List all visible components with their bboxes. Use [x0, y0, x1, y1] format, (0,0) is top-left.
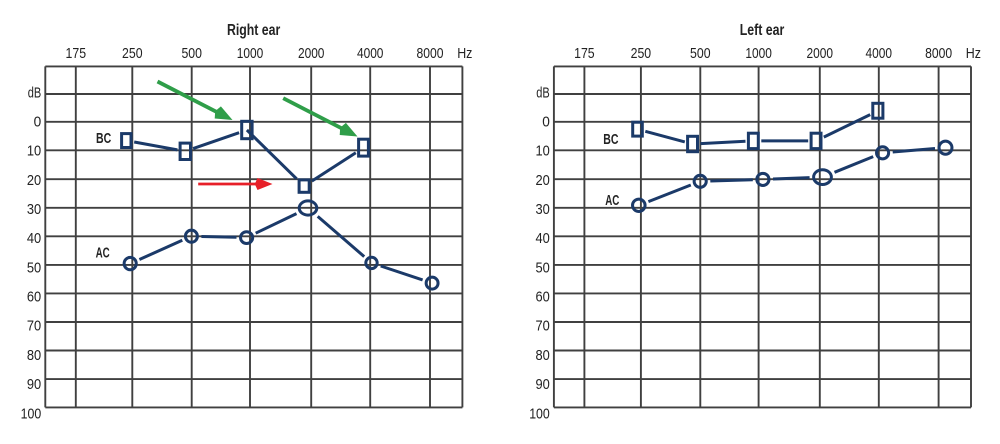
- svg-text:30: 30: [27, 201, 41, 218]
- svg-text:90: 90: [536, 376, 550, 393]
- svg-text:8000: 8000: [417, 45, 444, 62]
- svg-text:1000: 1000: [237, 45, 264, 62]
- svg-text:90: 90: [27, 376, 41, 393]
- svg-text:Hz: Hz: [457, 45, 472, 62]
- svg-text:0: 0: [34, 113, 42, 130]
- svg-text:250: 250: [122, 45, 143, 62]
- svg-text:2000: 2000: [298, 45, 325, 62]
- svg-text:40: 40: [536, 230, 550, 247]
- svg-text:2000: 2000: [807, 45, 834, 62]
- svg-text:500: 500: [181, 45, 202, 62]
- svg-text:10: 10: [27, 143, 41, 160]
- svg-text:80: 80: [536, 347, 550, 364]
- svg-text:0: 0: [542, 113, 550, 130]
- svg-text:70: 70: [27, 318, 41, 335]
- svg-text:50: 50: [27, 259, 41, 276]
- svg-text:10: 10: [536, 143, 550, 160]
- svg-text:250: 250: [631, 45, 652, 62]
- svg-text:4000: 4000: [866, 45, 893, 62]
- svg-text:30: 30: [536, 201, 550, 218]
- svg-text:40: 40: [27, 230, 41, 247]
- svg-text:8000: 8000: [925, 45, 952, 62]
- svg-text:4000: 4000: [357, 45, 384, 62]
- svg-text:60: 60: [536, 289, 550, 306]
- svg-text:BC: BC: [603, 132, 619, 148]
- svg-text:1000: 1000: [745, 45, 772, 62]
- svg-text:175: 175: [66, 45, 87, 62]
- svg-text:Hz: Hz: [966, 45, 981, 62]
- svg-text:100: 100: [529, 405, 550, 422]
- svg-text:AC: AC: [605, 193, 619, 209]
- svg-text:175: 175: [574, 45, 595, 62]
- svg-text:60: 60: [27, 289, 41, 306]
- svg-text:AC: AC: [96, 246, 110, 262]
- svg-text:80: 80: [27, 347, 41, 364]
- svg-text:dB: dB: [28, 85, 42, 102]
- svg-text:dB: dB: [536, 85, 550, 102]
- svg-text:50: 50: [536, 259, 550, 276]
- svg-text:70: 70: [536, 318, 550, 335]
- svg-text:Right ear: Right ear: [227, 22, 280, 39]
- svg-text:500: 500: [690, 45, 711, 62]
- svg-text:100: 100: [21, 405, 42, 422]
- svg-text:20: 20: [27, 172, 41, 189]
- svg-text:Left ear: Left ear: [740, 22, 785, 39]
- svg-text:BC: BC: [96, 131, 112, 147]
- svg-text:20: 20: [536, 172, 550, 189]
